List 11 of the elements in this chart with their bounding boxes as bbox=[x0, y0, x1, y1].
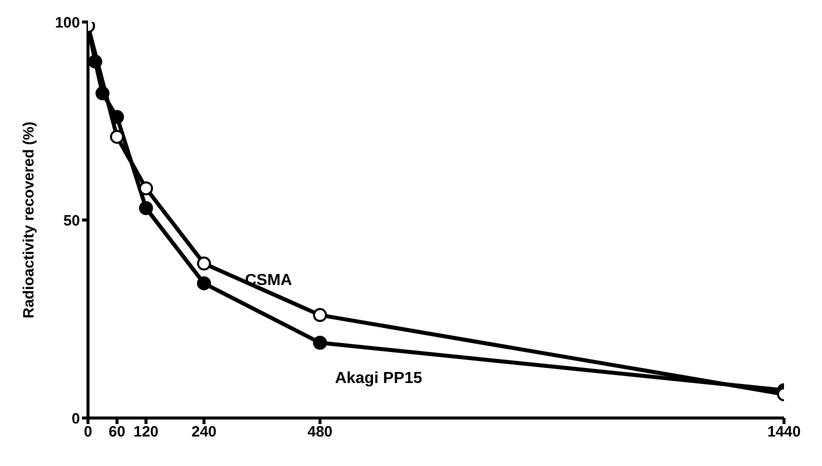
x-tick-label: 120 bbox=[133, 424, 159, 441]
series-label: Akagi PP15 bbox=[335, 370, 422, 387]
y-axis-title: Radioactivity recovered (%) bbox=[20, 122, 38, 318]
y-tick-label: 100 bbox=[54, 14, 80, 32]
x-tick-label: 240 bbox=[191, 424, 217, 441]
x-tick-label: 60 bbox=[108, 424, 126, 441]
y-tick-label: 50 bbox=[63, 212, 80, 230]
y-tick-label: 0 bbox=[72, 410, 80, 428]
x-tick-label: 0 bbox=[84, 424, 92, 441]
x-tick-label: 480 bbox=[307, 424, 333, 441]
x-tick-label: 1440 bbox=[767, 424, 801, 441]
